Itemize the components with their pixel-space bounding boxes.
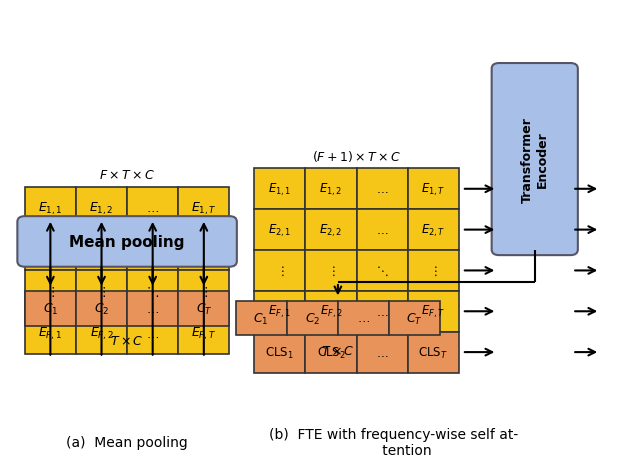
Text: $F\times T\times C$: $F\times T\times C$ xyxy=(99,169,155,182)
FancyBboxPatch shape xyxy=(25,292,76,326)
FancyBboxPatch shape xyxy=(286,301,338,336)
Text: $C_T$: $C_T$ xyxy=(195,301,212,317)
Text: $E_{1,T}$: $E_{1,T}$ xyxy=(421,181,445,198)
Text: $E_{F,2}$: $E_{F,2}$ xyxy=(89,325,113,342)
FancyBboxPatch shape xyxy=(76,188,127,229)
FancyBboxPatch shape xyxy=(492,64,578,256)
FancyBboxPatch shape xyxy=(306,291,356,332)
FancyBboxPatch shape xyxy=(338,301,389,336)
Text: $\mathrm{CLS}_1$: $\mathrm{CLS}_1$ xyxy=(265,345,294,360)
Text: Transformer
Encoder: Transformer Encoder xyxy=(521,117,549,203)
Text: $E_{1,T}$: $E_{1,T}$ xyxy=(191,200,217,217)
Text: $E_{F,T}$: $E_{F,T}$ xyxy=(191,325,216,342)
FancyBboxPatch shape xyxy=(306,210,356,250)
Text: (a)  Mean pooling: (a) Mean pooling xyxy=(66,435,188,449)
Text: $E_{1,2}$: $E_{1,2}$ xyxy=(89,200,114,217)
FancyBboxPatch shape xyxy=(127,271,179,313)
FancyBboxPatch shape xyxy=(76,313,127,354)
Text: $T\times C$: $T\times C$ xyxy=(321,344,355,357)
Text: $\mathrm{CLS}_2$: $\mathrm{CLS}_2$ xyxy=(317,345,345,360)
FancyBboxPatch shape xyxy=(179,188,229,229)
Text: $\ldots$: $\ldots$ xyxy=(357,312,370,325)
Text: $\ldots$: $\ldots$ xyxy=(146,244,159,257)
FancyBboxPatch shape xyxy=(25,271,76,313)
FancyBboxPatch shape xyxy=(306,169,356,210)
FancyBboxPatch shape xyxy=(179,292,229,326)
FancyBboxPatch shape xyxy=(127,313,179,354)
FancyBboxPatch shape xyxy=(356,210,408,250)
Text: $\vdots$: $\vdots$ xyxy=(429,264,438,277)
FancyBboxPatch shape xyxy=(408,332,459,373)
FancyBboxPatch shape xyxy=(76,292,127,326)
Text: (b)  FTE with frequency-wise self at-
      tention: (b) FTE with frequency-wise self at- ten… xyxy=(269,427,518,457)
Text: $C_1$: $C_1$ xyxy=(254,311,269,326)
Text: $\ldots$: $\ldots$ xyxy=(376,224,388,237)
FancyBboxPatch shape xyxy=(356,291,408,332)
FancyBboxPatch shape xyxy=(306,250,356,291)
Text: $C_2$: $C_2$ xyxy=(304,311,320,326)
Text: $E_{F,1}$: $E_{F,1}$ xyxy=(38,325,63,342)
FancyBboxPatch shape xyxy=(254,250,306,291)
FancyBboxPatch shape xyxy=(408,250,459,291)
Text: $E_{2,1}$: $E_{2,1}$ xyxy=(38,242,63,258)
FancyBboxPatch shape xyxy=(25,229,76,271)
Text: $(F+1)\times T\times C$: $(F+1)\times T\times C$ xyxy=(312,149,401,163)
FancyBboxPatch shape xyxy=(389,301,440,336)
Text: $E_{F,2}$: $E_{F,2}$ xyxy=(319,303,342,320)
FancyBboxPatch shape xyxy=(76,271,127,313)
FancyBboxPatch shape xyxy=(127,229,179,271)
Text: $\vdots$: $\vdots$ xyxy=(97,285,106,299)
Text: $\vdots$: $\vdots$ xyxy=(275,264,284,277)
Text: $C_1$: $C_1$ xyxy=(43,301,58,317)
FancyBboxPatch shape xyxy=(356,169,408,210)
FancyBboxPatch shape xyxy=(254,210,306,250)
FancyBboxPatch shape xyxy=(179,271,229,313)
Text: $E_{F,T}$: $E_{F,T}$ xyxy=(421,303,445,320)
Text: $\ldots$: $\ldots$ xyxy=(376,305,388,318)
Text: $C_T$: $C_T$ xyxy=(406,311,423,326)
FancyBboxPatch shape xyxy=(76,229,127,271)
FancyBboxPatch shape xyxy=(127,292,179,326)
Text: $\ldots$: $\ldots$ xyxy=(146,327,159,340)
FancyBboxPatch shape xyxy=(179,229,229,271)
FancyBboxPatch shape xyxy=(25,313,76,354)
Text: $E_{2,1}$: $E_{2,1}$ xyxy=(268,222,291,238)
FancyBboxPatch shape xyxy=(408,169,459,210)
FancyBboxPatch shape xyxy=(408,210,459,250)
FancyBboxPatch shape xyxy=(408,291,459,332)
Text: $E_{1,1}$: $E_{1,1}$ xyxy=(268,181,291,198)
Text: $\ldots$: $\ldots$ xyxy=(376,346,388,359)
Text: $\ldots$: $\ldots$ xyxy=(146,302,159,316)
Text: $\ddots$: $\ddots$ xyxy=(146,285,159,299)
FancyBboxPatch shape xyxy=(17,217,237,267)
Text: $\mathrm{CLS}_T$: $\mathrm{CLS}_T$ xyxy=(418,345,448,360)
FancyBboxPatch shape xyxy=(356,332,408,373)
Text: Mean pooling: Mean pooling xyxy=(69,234,185,250)
FancyBboxPatch shape xyxy=(236,301,286,336)
Text: $E_{1,1}$: $E_{1,1}$ xyxy=(38,200,63,217)
FancyBboxPatch shape xyxy=(254,169,306,210)
Text: $\vdots$: $\vdots$ xyxy=(46,285,55,299)
FancyBboxPatch shape xyxy=(127,188,179,229)
FancyBboxPatch shape xyxy=(179,313,229,354)
Text: $\vdots$: $\vdots$ xyxy=(327,264,335,277)
FancyBboxPatch shape xyxy=(356,250,408,291)
Text: $E_{2,T}$: $E_{2,T}$ xyxy=(191,242,217,258)
Text: $E_{2,2}$: $E_{2,2}$ xyxy=(319,222,343,238)
Text: $\ldots$: $\ldots$ xyxy=(376,183,388,196)
Text: $C_2$: $C_2$ xyxy=(94,301,109,317)
Text: $T\times C$: $T\times C$ xyxy=(110,335,144,348)
Text: $E_{F,1}$: $E_{F,1}$ xyxy=(268,303,291,320)
Text: $E_{2,T}$: $E_{2,T}$ xyxy=(421,222,445,238)
Text: $E_{1,2}$: $E_{1,2}$ xyxy=(319,181,343,198)
Text: $\ldots$: $\ldots$ xyxy=(146,202,159,215)
Text: $\vdots$: $\vdots$ xyxy=(200,285,208,299)
FancyBboxPatch shape xyxy=(306,332,356,373)
FancyBboxPatch shape xyxy=(25,188,76,229)
FancyBboxPatch shape xyxy=(254,332,306,373)
Text: $E_{2,2}$: $E_{2,2}$ xyxy=(89,242,114,258)
Text: $\ddots$: $\ddots$ xyxy=(376,264,388,277)
FancyBboxPatch shape xyxy=(254,291,306,332)
